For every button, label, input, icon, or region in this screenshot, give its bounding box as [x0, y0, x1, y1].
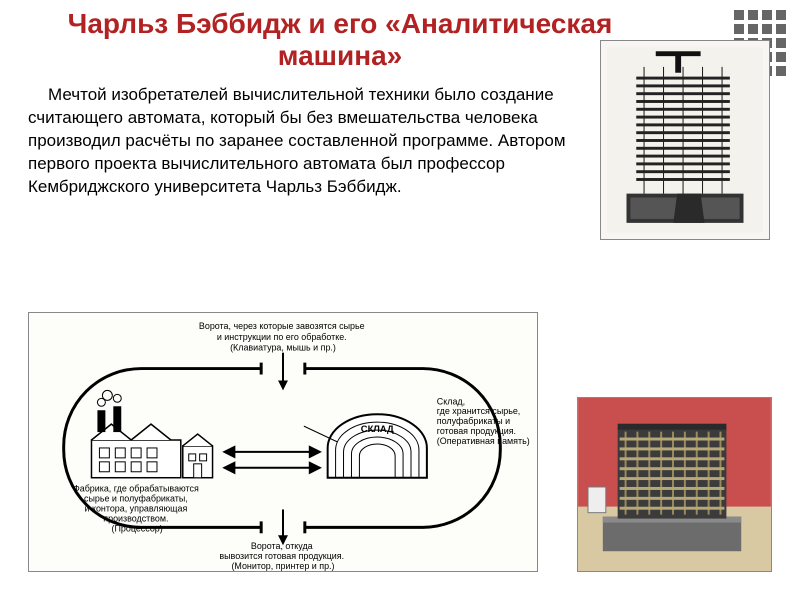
diagram-label-gates-out: Ворота, откуда вывозится готовая продукц… [219, 541, 346, 571]
image-analytical-engine-museum [577, 397, 772, 572]
diagram-factory-analogy: Ворота, через которые завозятся сырье и … [28, 312, 538, 572]
diagram-label-gates-in: Ворота, через которые завозятся сырье и … [199, 321, 367, 353]
diagram-warehouse-icon: СКЛАД [304, 414, 427, 478]
diagram-warehouse-word: СКЛАД [361, 423, 394, 434]
image-analytical-engine-bw [600, 40, 770, 240]
diagram-factory-icon [91, 390, 212, 477]
diagram-label-warehouse: Склад, где хранится сырье, полуфабрикаты… [437, 396, 530, 446]
